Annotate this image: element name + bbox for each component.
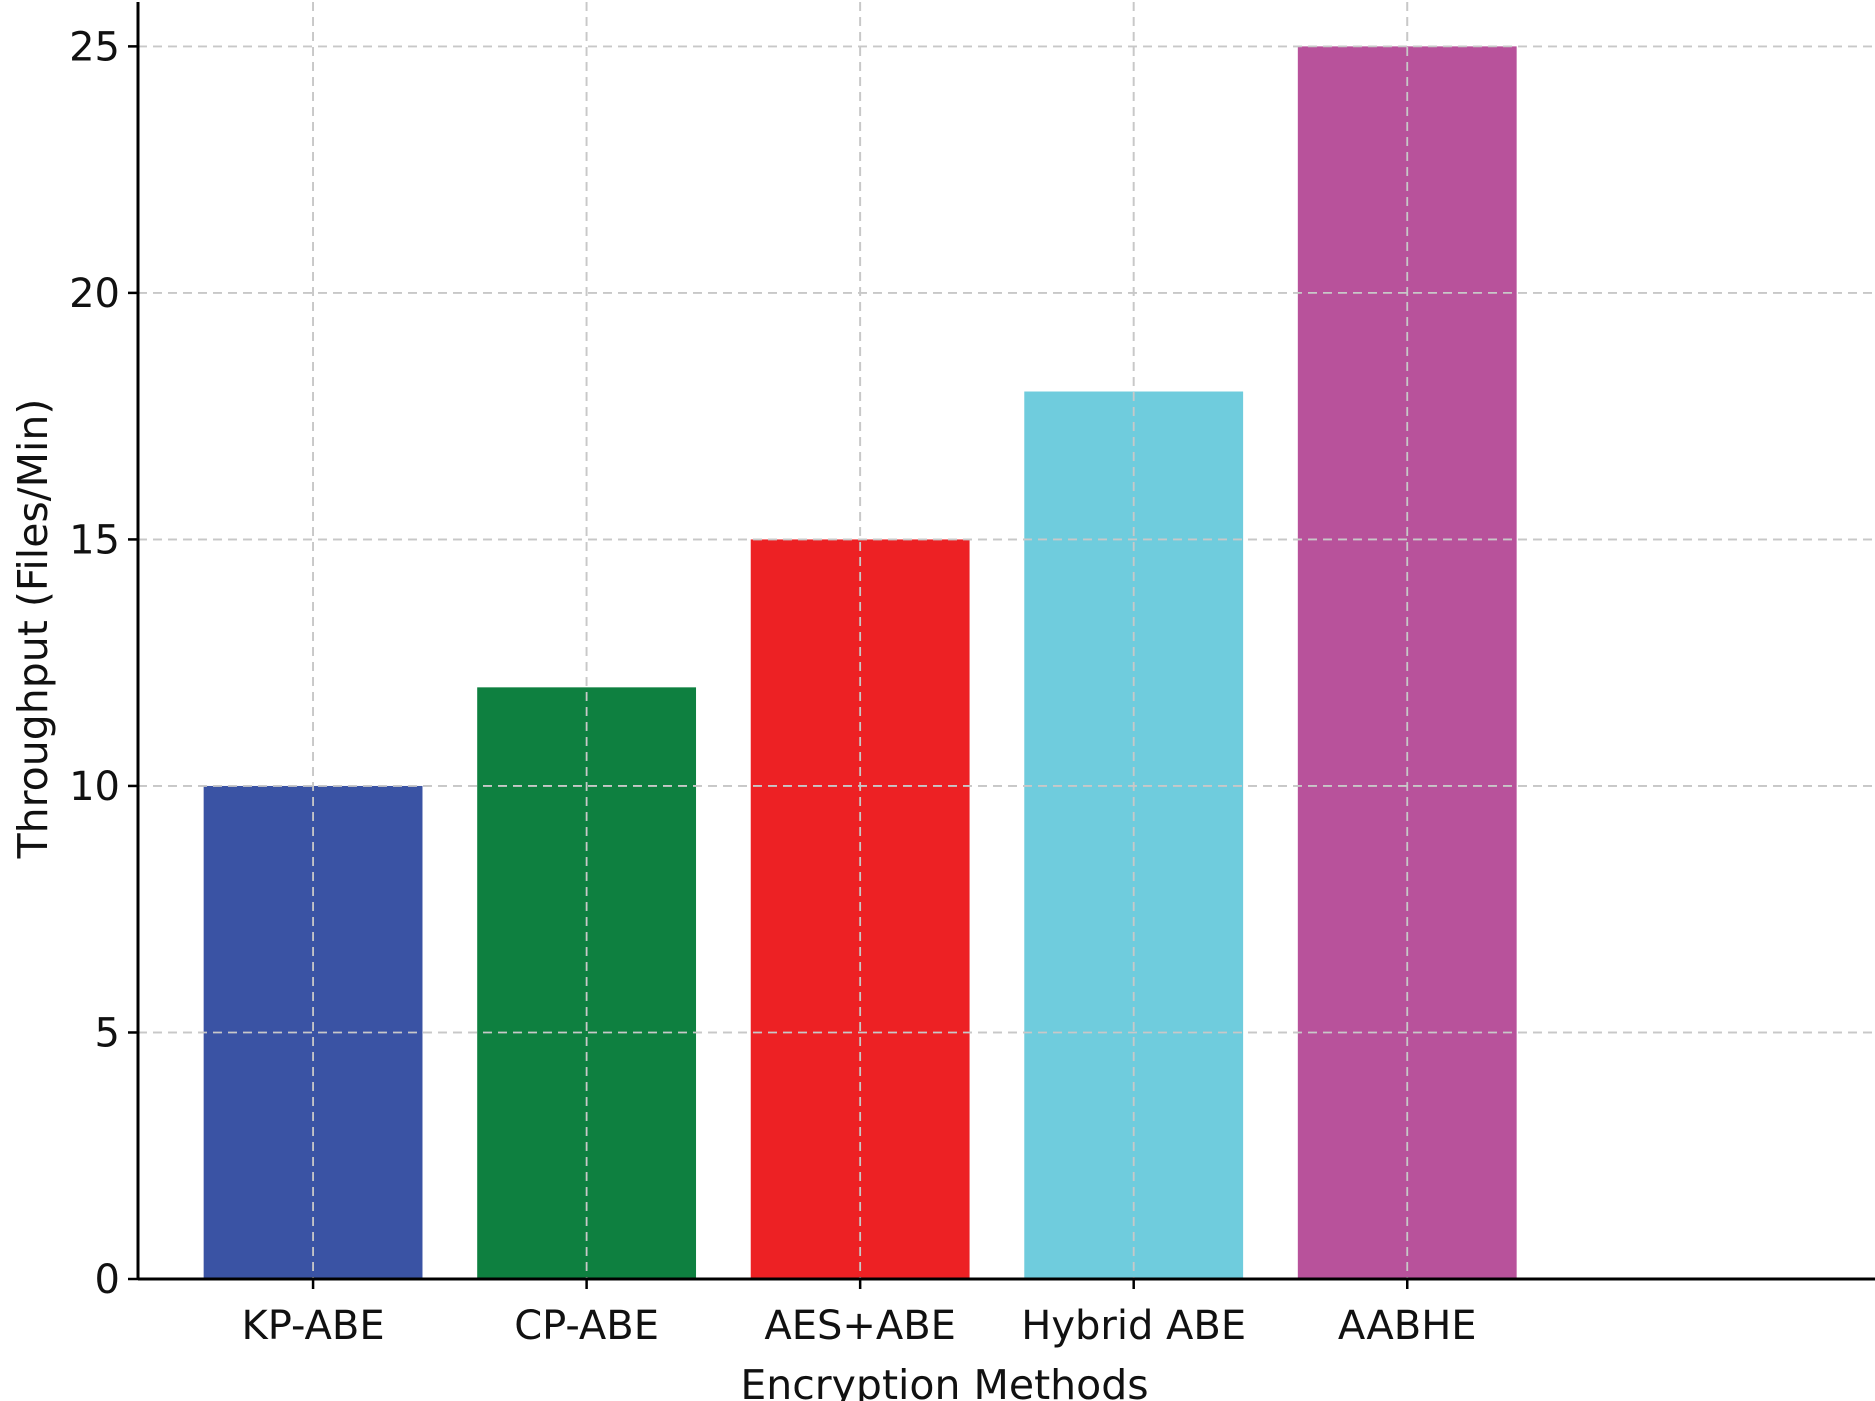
- y-tick-label: 25: [69, 24, 120, 70]
- y-tick-label: 5: [95, 1010, 120, 1056]
- y-tick-label: 0: [95, 1257, 120, 1303]
- x-tick-label: Hybrid ABE: [1021, 1303, 1246, 1349]
- x-tick-label: CP-ABE: [514, 1303, 659, 1349]
- y-tick-label: 15: [69, 517, 120, 563]
- x-tick-label: AES+ABE: [764, 1303, 956, 1349]
- axes: 0 5 10 15 20 25 KP-ABE CP-ABE AES+ABE Hybrid ABE A…: [69, 2, 1875, 1349]
- bars: [138, 2, 1875, 1280]
- x-tick-label: KP-ABE: [242, 1303, 385, 1349]
- y-tick-label: 10: [69, 764, 120, 810]
- y-tick-label: 20: [69, 271, 120, 317]
- x-tick-label: AABHE: [1338, 1303, 1477, 1349]
- x-axis-title: Encryption Methods: [740, 1361, 1148, 1401]
- y-axis-title: Throughput (Files/Min): [9, 399, 57, 860]
